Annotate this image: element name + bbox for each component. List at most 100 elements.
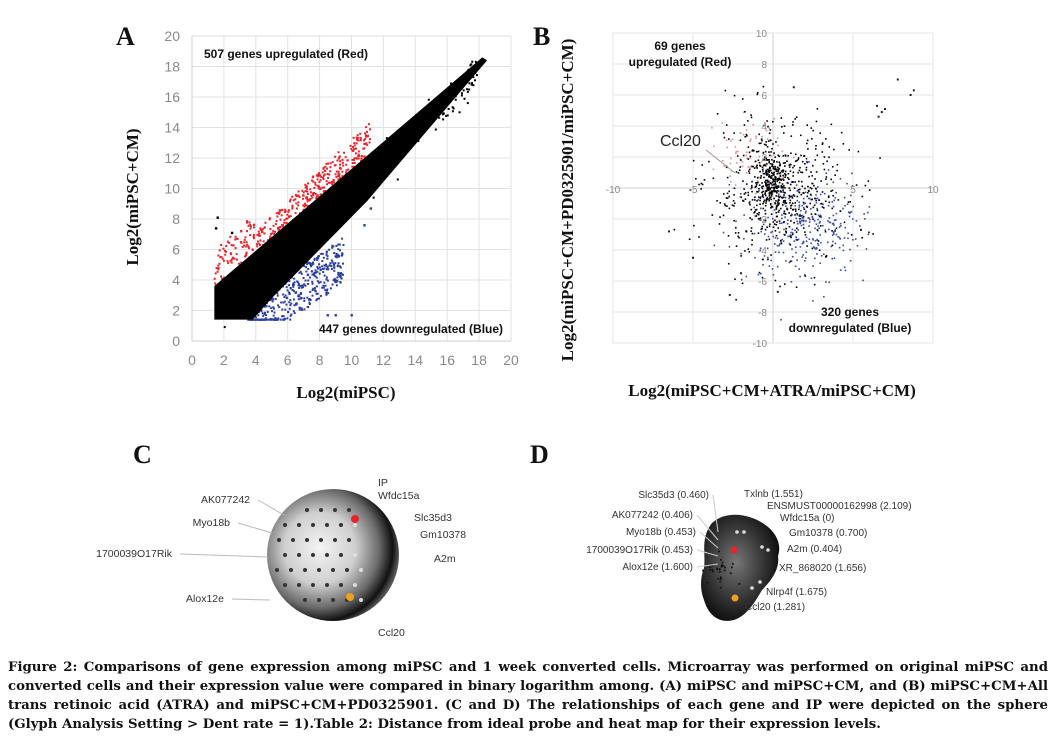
chart-a-point-up	[322, 190, 325, 193]
chart-a-point-up	[313, 186, 316, 189]
chart-b-point	[776, 205, 778, 207]
chart-b-point-down	[810, 194, 813, 197]
chart-b-point	[770, 186, 773, 189]
chart-a-point	[392, 145, 395, 148]
chart-a-point-down	[298, 283, 301, 286]
chart-b-point	[764, 192, 767, 194]
chart-a-point	[373, 165, 376, 168]
chart-b-point	[818, 249, 821, 252]
chart-a-point	[343, 203, 346, 206]
chart-a-point-up	[269, 233, 272, 236]
chart-b-point-down	[816, 247, 818, 250]
chart-b-point-down	[852, 218, 854, 220]
chart-b-point-down	[833, 219, 836, 222]
chart-b-point-down	[803, 219, 805, 222]
chart-a-point	[233, 289, 236, 292]
chart-b-point	[792, 194, 795, 196]
chart-b-point-up	[745, 129, 748, 131]
chart-b-point	[763, 176, 765, 179]
glyph-c-dot	[333, 538, 337, 542]
chart-a-point-up	[234, 238, 237, 241]
chart-a-point-up	[247, 224, 250, 227]
chart-a-point	[439, 109, 442, 112]
chart-a-point	[251, 280, 254, 283]
chart-b-point	[737, 172, 740, 174]
chart-a-point	[301, 225, 304, 228]
chart-b-point-down	[834, 242, 837, 245]
chart-a-point-up	[339, 176, 342, 179]
chart-b-point	[750, 116, 753, 119]
chart-b-point-down	[778, 251, 780, 254]
chart-a-point	[339, 209, 342, 212]
chart-b-point	[755, 150, 758, 153]
chart-a-point	[253, 275, 256, 278]
chart-a-point-up	[307, 198, 310, 201]
chart-a-point-up	[250, 225, 253, 228]
chart-a-point-down	[278, 306, 281, 309]
chart-b-point-down	[815, 248, 817, 250]
chart-b-point	[768, 171, 771, 173]
chart-a-point-up	[272, 230, 275, 233]
chart-b-point	[770, 194, 773, 197]
chart-a-point-up	[363, 155, 366, 158]
chart-a-point-down	[322, 256, 325, 259]
chart-a-point	[259, 273, 262, 276]
chart-b-point-down	[831, 223, 834, 225]
chart-b-point	[768, 191, 771, 194]
chart-b-point	[761, 225, 764, 228]
glyph-c-dot	[283, 523, 287, 527]
chart-b-point	[812, 218, 814, 221]
chart-a-point-up	[294, 198, 297, 201]
chart-b-point	[772, 180, 775, 183]
chart-a-point-down	[292, 290, 295, 293]
chart-a-point-up	[347, 168, 350, 171]
chart-b-point	[700, 188, 702, 190]
chart-b-point	[805, 169, 808, 171]
glyph-c-label: Alox12e	[186, 593, 224, 605]
chart-a-point-up	[334, 155, 337, 158]
chart-b-point	[831, 189, 834, 192]
chart-b-point-down	[828, 221, 831, 223]
chart-b-point	[751, 180, 753, 183]
chart-b-point	[775, 170, 778, 173]
chart-b-point	[824, 230, 827, 233]
chart-b-point	[767, 189, 770, 192]
chart-b-point-down	[833, 224, 835, 226]
chart-a-point-down	[326, 279, 329, 282]
chart-b-point	[798, 215, 801, 217]
chart-a-point-up	[351, 158, 354, 161]
chart-a-point	[230, 296, 233, 299]
chart-a-point	[396, 178, 399, 181]
chart-a-ytick-label: 6	[172, 242, 180, 258]
chart-a-point-up	[322, 166, 325, 169]
chart-b-point-down	[786, 222, 789, 225]
chart-a-point-down	[316, 259, 319, 262]
chart-a-point	[438, 116, 441, 119]
chart-a-point-down	[313, 258, 316, 261]
chart-a-point-up	[263, 226, 266, 229]
chart-a-point	[288, 253, 291, 256]
chart-a-point-up	[215, 267, 218, 270]
chart-b-point	[762, 195, 764, 198]
chart-b-point-up	[749, 140, 751, 143]
chart-a-point-up	[311, 196, 314, 199]
chart-a-point-up	[341, 158, 344, 161]
chart-a-point-down	[322, 286, 325, 289]
chart-b-point	[765, 179, 767, 182]
chart-b-point	[820, 180, 822, 182]
chart-a-point	[269, 275, 272, 278]
chart-b-point-down	[864, 218, 866, 220]
chart-b-point-down	[804, 212, 807, 214]
chart-a-point-up	[230, 261, 233, 264]
chart-b-point	[723, 136, 726, 139]
chart-a-point-up	[257, 230, 260, 233]
chart-a-point	[329, 212, 332, 215]
chart-b-point-down	[828, 217, 831, 219]
chart-b-point-down	[812, 300, 814, 302]
chart-b-point	[755, 215, 758, 217]
chart-a-point-down	[333, 266, 336, 269]
chart-b-point	[798, 191, 801, 194]
chart-b-point-down	[778, 231, 781, 233]
chart-b-point	[767, 170, 770, 173]
chart-a-point-down	[307, 273, 310, 276]
